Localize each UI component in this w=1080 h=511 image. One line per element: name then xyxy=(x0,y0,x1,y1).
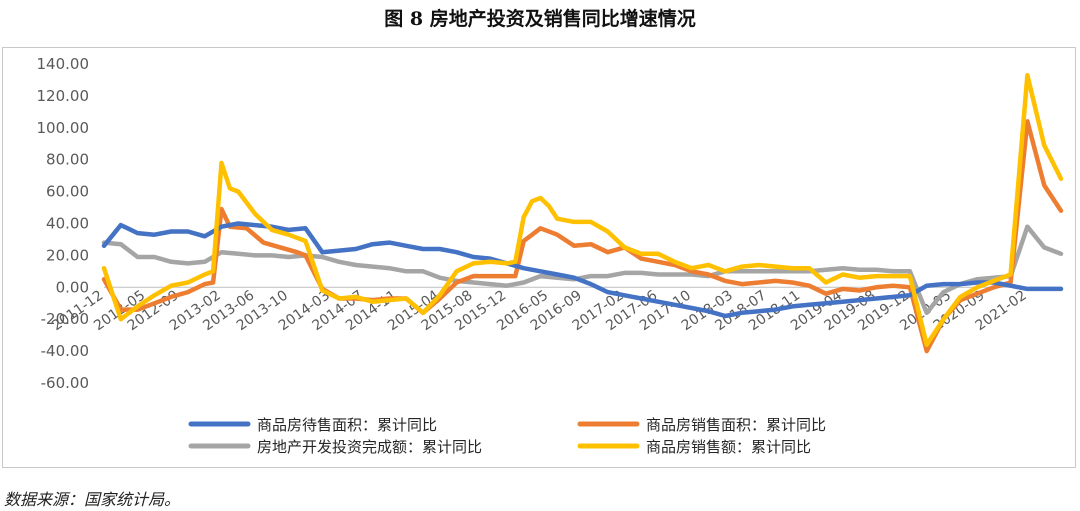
series-line-3 xyxy=(101,72,1064,347)
y-tick-label: 0.00 xyxy=(56,278,89,296)
source-note: 数据来源：国家统计局。 xyxy=(4,490,181,509)
legend-label: 商品房销售额：累计同比 xyxy=(646,438,811,456)
y-tick-label: -60.00 xyxy=(41,374,89,392)
y-tick-label: 40.00 xyxy=(46,215,89,233)
legend-label: 商品房销售面积：累计同比 xyxy=(646,416,826,434)
series-line-2 xyxy=(101,224,1064,316)
y-axis: 140.00 120.00 100.00 80.00 60.00 40.00 20.00 0.… xyxy=(37,55,90,392)
y-tick-label: 120.00 xyxy=(37,87,90,105)
legend-label: 商品房待售面积：累计同比 xyxy=(257,416,437,434)
chart-area: 140.00 120.00 100.00 80.00 60.00 40.00 20.00 0.… xyxy=(2,47,1076,468)
y-tick-label: 80.00 xyxy=(46,151,89,169)
y-tick-label: 140.00 xyxy=(37,55,90,73)
chart-svg: 140.00 120.00 100.00 80.00 60.00 40.00 20.00 0.… xyxy=(37,55,1064,456)
y-tick-label: -40.00 xyxy=(41,342,89,360)
y-tick-label: 100.00 xyxy=(37,119,90,137)
y-tick-label: 60.00 xyxy=(46,183,89,201)
series-lines xyxy=(101,72,1064,354)
y-tick-label: -20.00 xyxy=(41,310,89,328)
series-line-0 xyxy=(101,221,1064,319)
legend-label: 房地产开发投资完成额：累计同比 xyxy=(257,438,482,456)
y-tick-label: 20.00 xyxy=(46,246,89,264)
series-line-1 xyxy=(101,119,1064,354)
chart-title: 图 8 房地产投资及销售同比增速情况 xyxy=(384,8,696,30)
